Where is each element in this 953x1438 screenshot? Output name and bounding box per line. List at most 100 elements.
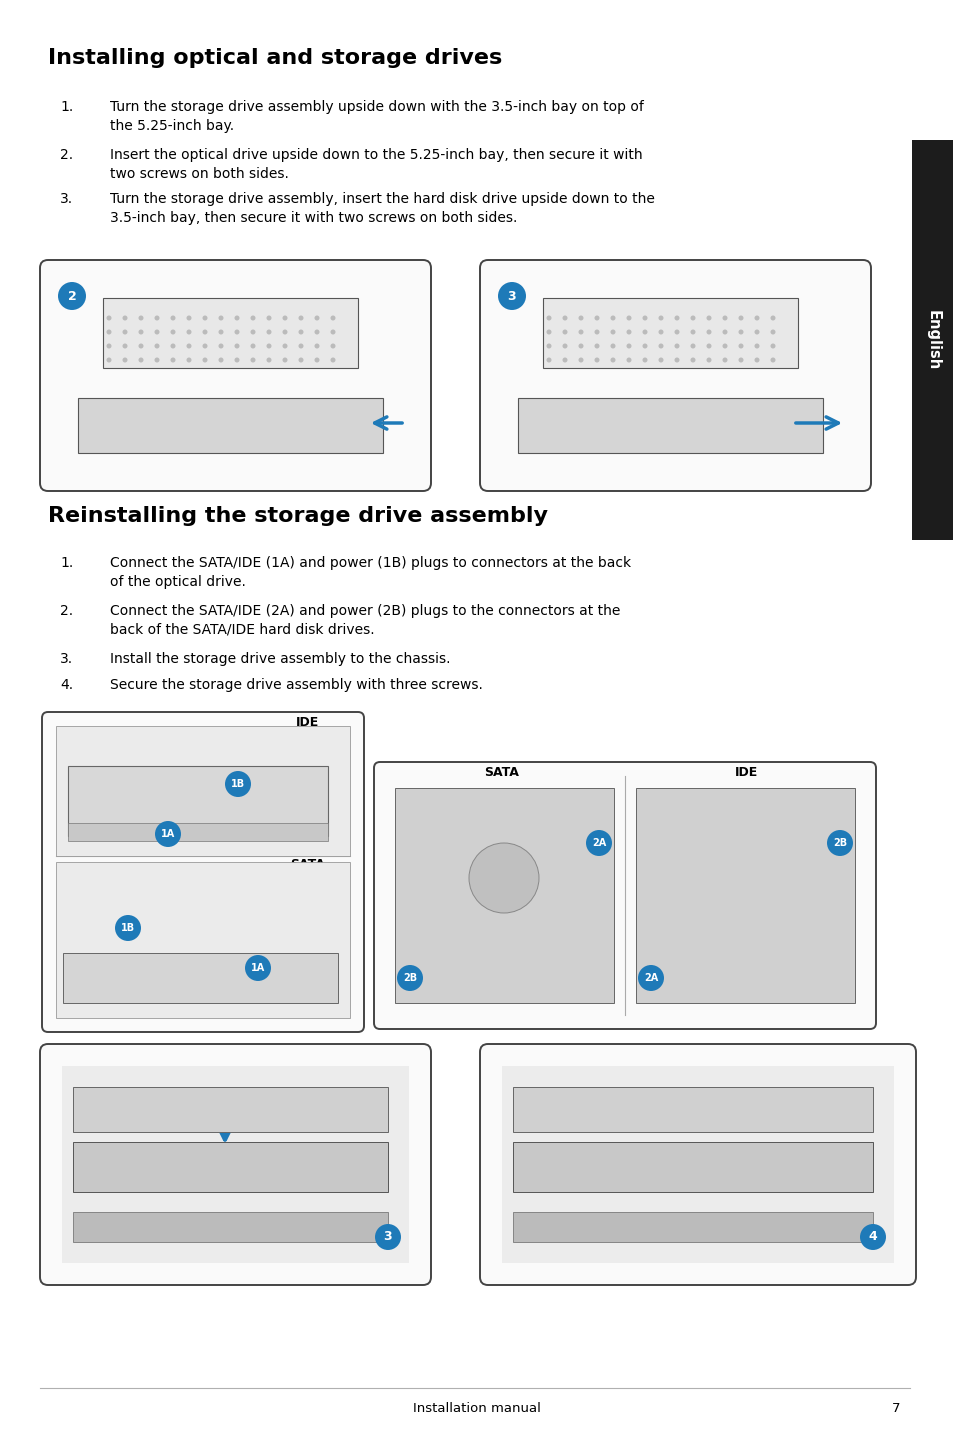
Circle shape bbox=[282, 315, 287, 321]
Bar bbox=[73, 1142, 388, 1192]
Circle shape bbox=[251, 358, 255, 362]
Circle shape bbox=[396, 965, 422, 991]
Circle shape bbox=[706, 358, 711, 362]
Circle shape bbox=[107, 344, 112, 348]
Circle shape bbox=[578, 344, 583, 348]
Bar bbox=[78, 398, 382, 453]
Circle shape bbox=[218, 329, 223, 335]
Circle shape bbox=[826, 830, 852, 856]
Circle shape bbox=[770, 329, 775, 335]
Circle shape bbox=[738, 315, 742, 321]
Text: 1B: 1B bbox=[231, 779, 245, 789]
Circle shape bbox=[251, 315, 255, 321]
Circle shape bbox=[594, 344, 598, 348]
Circle shape bbox=[594, 358, 598, 362]
Circle shape bbox=[770, 344, 775, 348]
Text: 3: 3 bbox=[507, 289, 516, 302]
Bar bbox=[499, 280, 850, 472]
Circle shape bbox=[218, 315, 223, 321]
Circle shape bbox=[298, 315, 303, 321]
Text: Installation manual: Installation manual bbox=[413, 1402, 540, 1415]
Circle shape bbox=[610, 358, 615, 362]
Circle shape bbox=[626, 358, 631, 362]
Circle shape bbox=[218, 344, 223, 348]
Bar bbox=[513, 1087, 872, 1132]
Circle shape bbox=[674, 315, 679, 321]
Circle shape bbox=[234, 358, 239, 362]
Text: Reinstalling the storage drive assembly: Reinstalling the storage drive assembly bbox=[48, 506, 547, 526]
Circle shape bbox=[282, 358, 287, 362]
Circle shape bbox=[594, 329, 598, 335]
FancyBboxPatch shape bbox=[40, 1044, 431, 1286]
Circle shape bbox=[562, 358, 567, 362]
FancyBboxPatch shape bbox=[374, 762, 875, 1030]
Circle shape bbox=[251, 329, 255, 335]
Circle shape bbox=[234, 329, 239, 335]
Text: Connect the SATA/IDE (1A) and power (1B) plugs to connectors at the back
of the : Connect the SATA/IDE (1A) and power (1B)… bbox=[110, 557, 631, 590]
FancyBboxPatch shape bbox=[479, 260, 870, 490]
Circle shape bbox=[58, 282, 86, 311]
Circle shape bbox=[314, 329, 319, 335]
Circle shape bbox=[641, 344, 647, 348]
Bar bbox=[513, 1142, 872, 1192]
Circle shape bbox=[610, 344, 615, 348]
Circle shape bbox=[641, 358, 647, 362]
Circle shape bbox=[754, 315, 759, 321]
Bar bbox=[103, 298, 357, 368]
Circle shape bbox=[738, 329, 742, 335]
Circle shape bbox=[754, 329, 759, 335]
Text: 1.: 1. bbox=[60, 101, 73, 114]
Circle shape bbox=[154, 358, 159, 362]
Text: 2A: 2A bbox=[643, 974, 658, 984]
Circle shape bbox=[314, 358, 319, 362]
Text: Secure the storage drive assembly with three screws.: Secure the storage drive assembly with t… bbox=[110, 677, 482, 692]
Text: SATA: SATA bbox=[484, 766, 518, 779]
Circle shape bbox=[186, 329, 192, 335]
Circle shape bbox=[107, 315, 112, 321]
Circle shape bbox=[154, 329, 159, 335]
Text: 2: 2 bbox=[68, 289, 76, 302]
Text: 2.: 2. bbox=[60, 604, 73, 618]
Bar bbox=[73, 1212, 388, 1242]
Bar bbox=[56, 861, 350, 1018]
Circle shape bbox=[282, 329, 287, 335]
Circle shape bbox=[562, 344, 567, 348]
Text: 4: 4 bbox=[868, 1231, 877, 1244]
Text: IDE: IDE bbox=[735, 766, 758, 779]
Circle shape bbox=[171, 329, 175, 335]
Circle shape bbox=[754, 344, 759, 348]
Circle shape bbox=[721, 358, 727, 362]
Circle shape bbox=[138, 358, 143, 362]
Circle shape bbox=[122, 344, 128, 348]
Circle shape bbox=[690, 329, 695, 335]
Circle shape bbox=[690, 315, 695, 321]
Circle shape bbox=[122, 358, 128, 362]
Circle shape bbox=[171, 358, 175, 362]
Circle shape bbox=[266, 315, 272, 321]
Bar bbox=[68, 823, 328, 841]
Circle shape bbox=[171, 315, 175, 321]
Circle shape bbox=[218, 358, 223, 362]
Text: IDE: IDE bbox=[296, 716, 319, 729]
Circle shape bbox=[562, 329, 567, 335]
Circle shape bbox=[658, 358, 662, 362]
Circle shape bbox=[122, 315, 128, 321]
Circle shape bbox=[610, 315, 615, 321]
Circle shape bbox=[641, 315, 647, 321]
Circle shape bbox=[721, 344, 727, 348]
Circle shape bbox=[234, 315, 239, 321]
Circle shape bbox=[107, 329, 112, 335]
Circle shape bbox=[546, 315, 551, 321]
Circle shape bbox=[186, 358, 192, 362]
Text: 7: 7 bbox=[890, 1402, 899, 1415]
Bar bbox=[68, 766, 328, 835]
Circle shape bbox=[202, 344, 208, 348]
Text: Turn the storage drive assembly upside down with the 3.5-inch bay on top of
the : Turn the storage drive assembly upside d… bbox=[110, 101, 643, 132]
Text: 4.: 4. bbox=[60, 677, 73, 692]
Circle shape bbox=[578, 315, 583, 321]
Circle shape bbox=[202, 358, 208, 362]
FancyBboxPatch shape bbox=[479, 1044, 915, 1286]
Circle shape bbox=[154, 821, 181, 847]
Circle shape bbox=[469, 843, 538, 913]
Circle shape bbox=[330, 329, 335, 335]
